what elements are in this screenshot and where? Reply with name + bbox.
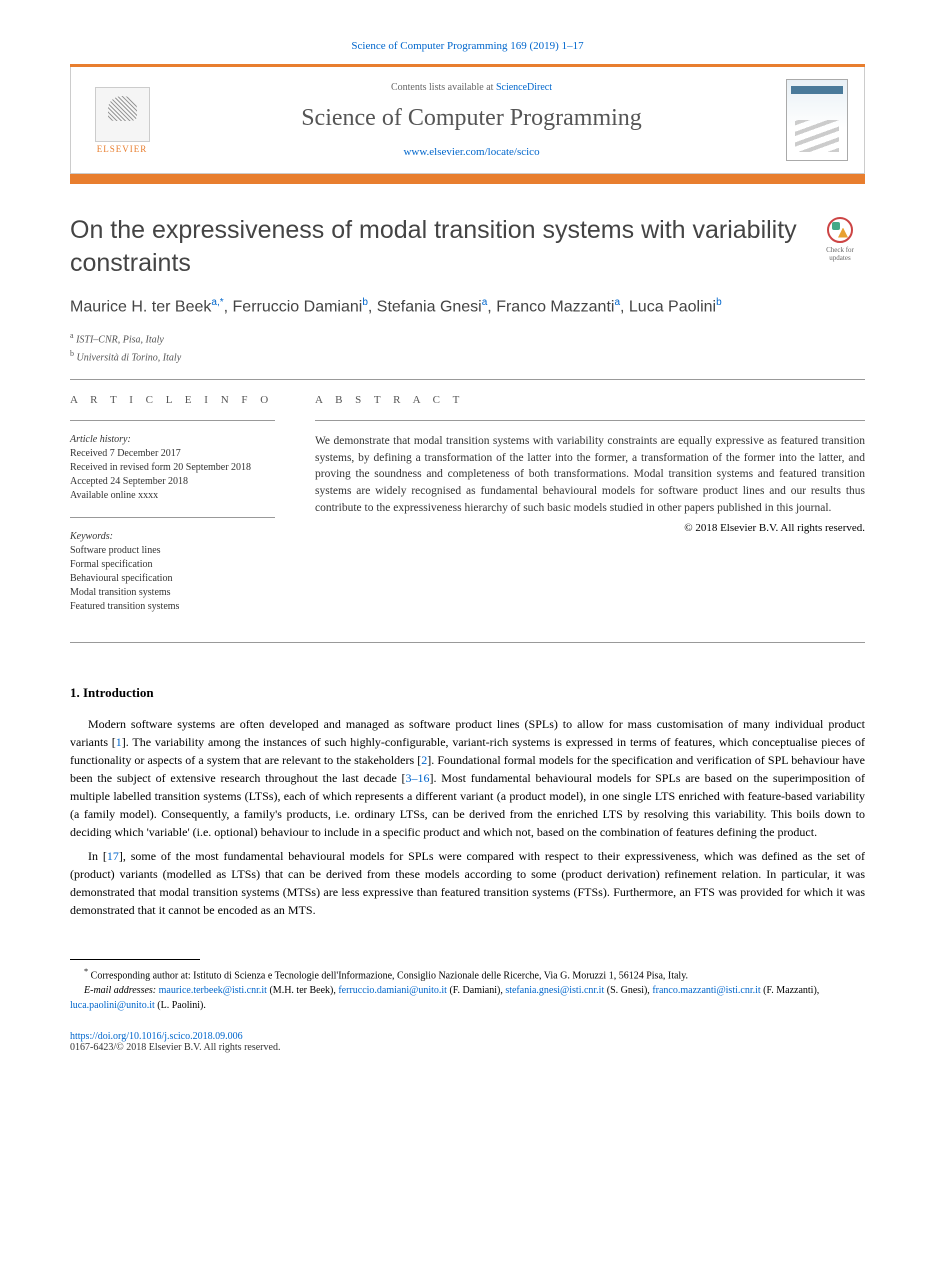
abstract-divider: [315, 420, 865, 421]
publisher-name: ELSEVIER: [97, 144, 148, 154]
article-info-column: A R T I C L E I N F O Article history: R…: [70, 394, 275, 628]
ref-17[interactable]: 17: [107, 849, 119, 863]
elsevier-tree-icon: [95, 87, 150, 142]
email-2[interactable]: ferruccio.damiani@unito.it: [338, 985, 447, 996]
email-5-who: (L. Paolini).: [155, 1000, 206, 1011]
info-abstract-row: A R T I C L E I N F O Article history: R…: [70, 394, 865, 628]
p2-text-a: In [: [88, 849, 107, 863]
author-1-affil: a,*: [211, 297, 223, 308]
info-divider-1: [70, 420, 275, 421]
intro-paragraph-1: Modern software systems are often develo…: [70, 715, 865, 841]
author-3: Stefania Gnesi: [377, 298, 482, 315]
author-5: Luca Paolini: [629, 298, 716, 315]
email-1[interactable]: maurice.terbeek@isti.cnr.it: [159, 985, 267, 996]
keyword-5: Featured transition systems: [70, 600, 275, 614]
author-2: Ferruccio Damiani: [233, 298, 363, 315]
article-title: On the expressiveness of modal transitio…: [70, 214, 815, 279]
affil-b: Università di Torino, Italy: [77, 352, 182, 363]
header-center: Contents lists available at ScienceDirec…: [157, 82, 786, 158]
affil-a: ISTI–CNR, Pisa, Italy: [76, 335, 164, 346]
sciencedirect-link[interactable]: ScienceDirect: [496, 82, 552, 93]
ref-3-16[interactable]: 3–16: [406, 771, 430, 785]
contents-lists-line: Contents lists available at ScienceDirec…: [157, 82, 786, 93]
article-history: Article history: Received 7 December 201…: [70, 433, 275, 503]
email-3-who: (S. Gnesi),: [604, 985, 652, 996]
keywords-block: Keywords: Software product lines Formal …: [70, 530, 275, 614]
footnote-star: *: [84, 967, 88, 976]
journal-name: Science of Computer Programming: [157, 105, 786, 132]
history-label: Article history:: [70, 433, 275, 447]
section-1-heading: 1. Introduction: [70, 685, 865, 701]
revised-date: Received in revised form 20 September 20…: [70, 461, 275, 475]
accepted-date: Accepted 24 September 2018: [70, 475, 275, 489]
article-info-label: A R T I C L E I N F O: [70, 394, 275, 406]
divider-2: [70, 642, 865, 643]
author-5-affil: b: [716, 297, 722, 308]
journal-header: ELSEVIER Contents lists available at Sci…: [70, 67, 865, 174]
online-date: Available online xxxx: [70, 489, 275, 503]
affil-b-sup: b: [70, 349, 74, 358]
thick-orange-rule: [70, 174, 865, 184]
contents-prefix: Contents lists available at: [391, 82, 496, 93]
author-4-affil: a: [614, 297, 620, 308]
check-updates-label: Check for updates: [815, 246, 865, 262]
corresponding-address: Corresponding author at: Istituto di Sci…: [91, 970, 688, 981]
p2-text-b: ], some of the most fundamental behaviou…: [70, 849, 865, 917]
affiliations: a ISTI–CNR, Pisa, Italy b Università di …: [70, 330, 865, 365]
abstract-text: We demonstrate that modal transition sys…: [315, 433, 865, 516]
divider-1: [70, 379, 865, 380]
intro-paragraph-2: In [17], some of the most fundamental be…: [70, 847, 865, 919]
received-date: Received 7 December 2017: [70, 447, 275, 461]
citation-header: Science of Computer Programming 169 (201…: [70, 40, 865, 52]
email-footnote: E-mail addresses: maurice.terbeek@isti.c…: [70, 983, 865, 1013]
info-divider-2: [70, 517, 275, 518]
email-4[interactable]: franco.mazzanti@isti.cnr.it: [652, 985, 760, 996]
crossmark-icon: [827, 217, 853, 243]
email-2-who: (F. Damiani),: [447, 985, 505, 996]
abstract-column: A B S T R A C T We demonstrate that moda…: [315, 394, 865, 628]
authors-line: Maurice H. ter Beeka,*, Ferruccio Damian…: [70, 297, 865, 316]
footnote-divider: [70, 959, 200, 960]
journal-cover-thumbnail: [786, 79, 848, 161]
keywords-label: Keywords:: [70, 530, 275, 544]
email-label: E-mail addresses:: [84, 985, 156, 996]
email-5[interactable]: luca.paolini@unito.it: [70, 1000, 155, 1011]
author-2-affil: b: [362, 297, 368, 308]
email-1-who: (M.H. ter Beek),: [267, 985, 338, 996]
issn-copyright: 0167-6423/© 2018 Elsevier B.V. All right…: [70, 1042, 865, 1053]
title-row: On the expressiveness of modal transitio…: [70, 214, 865, 279]
email-4-who: (F. Mazzanti),: [761, 985, 820, 996]
abstract-label: A B S T R A C T: [315, 394, 865, 406]
corresponding-author-footnote: * Corresponding author at: Istituto di S…: [70, 966, 865, 983]
article-page: Science of Computer Programming 169 (201…: [0, 0, 935, 1103]
keyword-3: Behavioural specification: [70, 572, 275, 586]
keyword-1: Software product lines: [70, 544, 275, 558]
author-1: Maurice H. ter Beek: [70, 298, 211, 315]
email-3[interactable]: stefania.gnesi@isti.cnr.it: [505, 985, 604, 996]
doi-link[interactable]: https://doi.org/10.1016/j.scico.2018.09.…: [70, 1031, 865, 1042]
author-3-affil: a: [482, 297, 488, 308]
elsevier-logo: ELSEVIER: [87, 80, 157, 160]
journal-url-link[interactable]: www.elsevier.com/locate/scico: [157, 146, 786, 158]
keyword-4: Modal transition systems: [70, 586, 275, 600]
keyword-2: Formal specification: [70, 558, 275, 572]
author-4: Franco Mazzanti: [496, 298, 614, 315]
affil-a-sup: a: [70, 331, 74, 340]
abstract-copyright: © 2018 Elsevier B.V. All rights reserved…: [315, 522, 865, 534]
check-updates-badge[interactable]: Check for updates: [815, 214, 865, 264]
